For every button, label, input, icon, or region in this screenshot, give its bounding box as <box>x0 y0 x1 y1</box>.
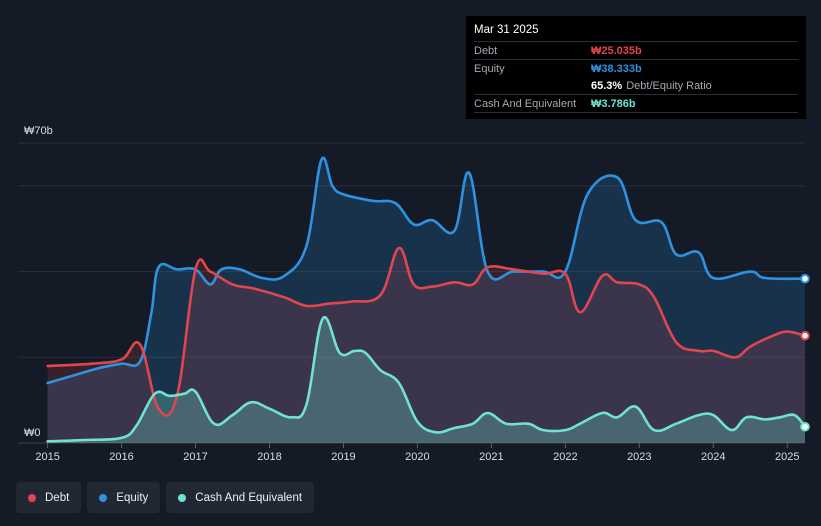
tooltip-debt-value: ₩25.035b <box>591 44 642 57</box>
x-tick-label: 2021 <box>479 451 503 463</box>
x-tick-label: 2022 <box>553 451 577 463</box>
legend-cash-dot-icon <box>178 493 187 502</box>
x-tick-label: 2016 <box>109 451 133 463</box>
x-tick-label: 2024 <box>701 451 725 463</box>
series-lines <box>46 156 807 443</box>
tooltip-equity-value: ₩38.333b <box>591 62 642 75</box>
tooltip-row-ratio: 65.3% Debt/Equity Ratio <box>474 77 798 94</box>
tooltip-date: Mar 31 2025 <box>474 24 539 36</box>
legend-debt-label: Debt <box>45 491 70 504</box>
end-marker-equity <box>800 273 810 284</box>
x-tick-label: 2017 <box>183 451 207 463</box>
line-cash-and-equivalent <box>46 315 807 443</box>
legend-equity-label: Equity <box>116 491 149 504</box>
grid-lines <box>18 142 805 444</box>
line-debt <box>46 246 807 417</box>
x-axis: 2015 2016 2017 2018 2019 2020 2021 2022 2023 2024… <box>35 443 799 463</box>
end-markers <box>800 273 810 432</box>
tooltip-row-debt: Debt ₩25.035b <box>474 41 798 59</box>
x-tick-label: 2025 <box>775 451 799 463</box>
x-tick-label: 2018 <box>257 451 281 463</box>
y-tick-label: ₩0 <box>24 427 41 439</box>
tooltip-row-cash: Cash And Equivalent ₩3.786b <box>474 94 798 113</box>
y-tick-label: ₩70b <box>24 125 53 137</box>
x-tick-label: 2020 <box>405 451 429 463</box>
tooltip-panel: Mar 31 2025 Debt ₩25.035b Equity ₩38.333… <box>466 16 806 119</box>
area-debt <box>47 247 806 443</box>
tooltip-debt-label: Debt <box>474 44 498 57</box>
area-equity <box>47 157 806 443</box>
legend-item-debt[interactable]: Debt <box>16 482 82 513</box>
line-equity <box>46 156 807 385</box>
series-areas <box>47 157 806 443</box>
x-tick-label: 2019 <box>331 451 355 463</box>
tooltip-row-equity: Equity ₩38.333b <box>474 59 798 77</box>
tooltip-cash-value: ₩3.786b <box>591 97 636 110</box>
tooltip-cash-label: Cash And Equivalent <box>474 97 577 110</box>
legend: Debt Equity Cash And Equivalent <box>16 482 315 513</box>
tooltip-ratio-label: Debt/Equity Ratio <box>626 79 712 92</box>
end-marker-cash-and-equivalent <box>800 421 810 432</box>
x-tick-label: 2015 <box>35 451 59 463</box>
tooltip-ratio-value: 65.3% <box>591 79 623 92</box>
end-marker-debt <box>800 330 810 341</box>
tooltip-equity-label: Equity <box>474 62 505 75</box>
legend-cash-label: Cash And Equivalent <box>195 491 303 504</box>
legend-debt-dot-icon <box>28 493 36 502</box>
legend-item-equity[interactable]: Equity <box>87 482 161 513</box>
x-tick-label: 2023 <box>627 451 651 463</box>
y-axis: ₩70b ₩0 <box>24 125 53 439</box>
legend-item-cash[interactable]: Cash And Equivalent <box>166 482 315 513</box>
legend-equity-dot-icon <box>99 493 108 502</box>
